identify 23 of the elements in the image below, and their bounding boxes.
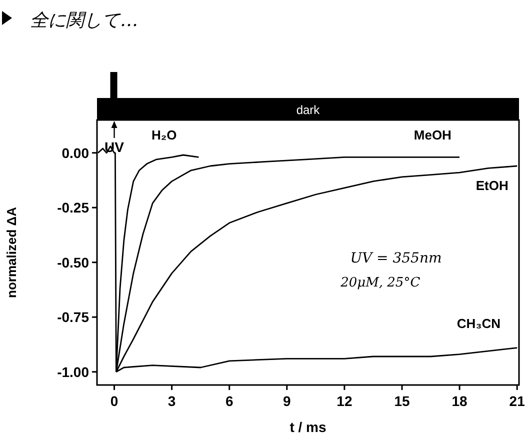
- y-tick-label: 0.00: [62, 144, 90, 161]
- x-tick-label: 6: [225, 393, 234, 409]
- text: dark: [296, 103, 321, 117]
- text: 全に関して…: [30, 10, 138, 31]
- y-tick-label: -1.00: [57, 364, 90, 380]
- x-tick-label: 21: [509, 393, 526, 409]
- annotation: UV = 355nm: [350, 250, 442, 266]
- x-tick-label: 9: [283, 393, 291, 409]
- y-tick-label: -0.50: [57, 254, 90, 270]
- x-tick-label: 0: [110, 393, 118, 409]
- series-label: MeOH: [414, 128, 452, 143]
- series-label: EtOH: [476, 178, 508, 194]
- x-tick-label: 15: [394, 393, 410, 409]
- x-tick-label: 18: [452, 393, 468, 409]
- annotation: 20μM, 25°C: [340, 275, 420, 290]
- x-axis-title: t / ms: [290, 419, 326, 435]
- x-tick-label: 12: [336, 393, 352, 409]
- y-tick-label: -0.75: [57, 309, 90, 326]
- x-tick-label: 3: [168, 393, 176, 409]
- y-tick-label: -0.25: [57, 200, 90, 216]
- y-axis-title: normalized ΔA: [4, 206, 19, 298]
- series-label: H₂O: [151, 128, 177, 143]
- series-label: CH₃CN: [456, 316, 501, 332]
